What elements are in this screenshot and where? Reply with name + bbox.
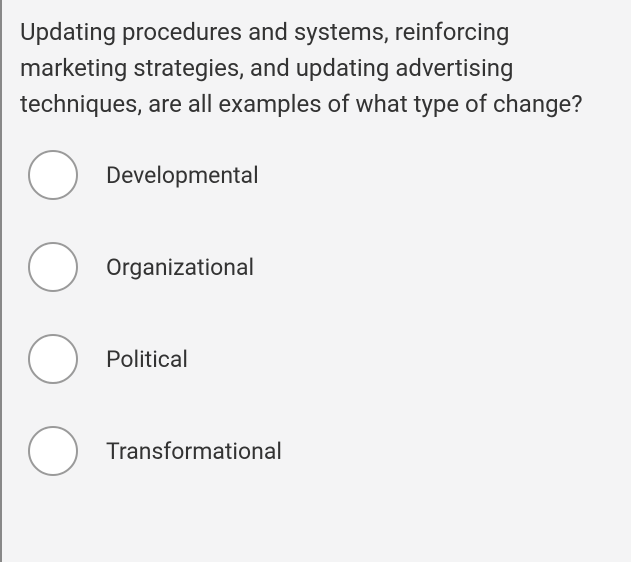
option-political[interactable]: Political [28,334,613,384]
option-label: Political [106,346,188,373]
radio-circle-icon[interactable] [28,242,78,292]
option-transformational[interactable]: Transformational [28,426,613,476]
option-label: Organizational [106,254,254,281]
radio-circle-icon[interactable] [28,150,78,200]
question-text: Updating procedures and systems, reinfor… [20,14,613,122]
option-developmental[interactable]: Developmental [28,150,613,200]
radio-circle-icon[interactable] [28,334,78,384]
options-list: Developmental Organizational Political T… [20,150,613,476]
option-label: Transformational [106,438,282,465]
option-organizational[interactable]: Organizational [28,242,613,292]
radio-circle-icon[interactable] [28,426,78,476]
option-label: Developmental [106,162,259,189]
